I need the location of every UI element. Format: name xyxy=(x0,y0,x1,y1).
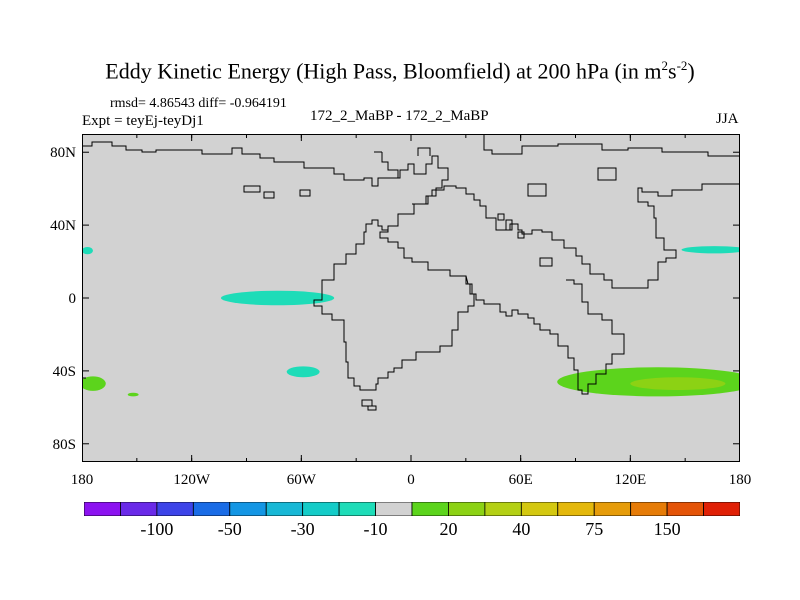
colorbar-boxes xyxy=(84,502,740,516)
x-axis-ticks xyxy=(82,134,740,462)
x-tick-labels: 180 120W 60W 0 60E 120E 180 xyxy=(71,472,752,488)
colorbar-box xyxy=(302,502,340,516)
colorbar-label: 20 xyxy=(439,519,457,539)
colorbar-box xyxy=(593,502,632,516)
y-tick-label: 80S xyxy=(53,437,76,453)
colorbar-box xyxy=(84,502,121,516)
x-tick-label: 180 xyxy=(71,472,94,488)
colorbar-box xyxy=(156,502,194,516)
anomaly-small-south-positive xyxy=(127,392,139,397)
anomaly-date-line-west-negative xyxy=(82,246,93,255)
colorbar-box xyxy=(411,502,449,516)
colorbar-box xyxy=(557,502,595,516)
anomaly-southern-ocean-positive-core xyxy=(630,377,726,391)
colorbar-box xyxy=(229,502,267,516)
colorbar xyxy=(84,502,740,516)
colorbar-box xyxy=(265,502,304,516)
anomaly-south-pacific-negative xyxy=(286,366,320,378)
colorbar-label: 75 xyxy=(585,519,603,539)
season-label: JJA xyxy=(716,111,739,127)
coastline-islands xyxy=(82,167,617,411)
x-tick-label: 180 xyxy=(729,472,752,488)
map-plot xyxy=(82,134,740,462)
stats-label: rmsd= 4.86543 diff= -0.964191 xyxy=(110,96,287,111)
colorbar-box xyxy=(703,502,740,516)
anomaly-layer xyxy=(82,246,740,397)
x-tick-label: 120W xyxy=(173,472,211,488)
coastlines xyxy=(82,134,740,411)
plot-background xyxy=(82,134,740,462)
colorbar-box xyxy=(630,502,668,516)
colorbar-box xyxy=(338,502,376,516)
colorbar-label: 40 xyxy=(512,519,530,539)
colorbar-box xyxy=(448,502,486,516)
x-tick-label: 60E xyxy=(509,472,533,488)
experiment-label: Expt = teyEj-teyDj1 xyxy=(82,113,204,129)
x-tick-label: 0 xyxy=(407,472,415,488)
y-tick-label: 40S xyxy=(53,364,76,380)
x-tick-label: 60W xyxy=(287,472,317,488)
colorbar-box xyxy=(666,502,704,516)
chart-title: Eddy Kinetic Energy (High Pass, Bloomfie… xyxy=(105,58,695,84)
colorbar-box xyxy=(484,502,522,516)
colorbar-box xyxy=(520,502,559,516)
colorbar-label: -100 xyxy=(140,519,173,539)
y-tick-label: 40N xyxy=(50,218,76,234)
colorbar-label: 150 xyxy=(654,519,681,539)
colorbar-label: -10 xyxy=(364,519,388,539)
coastline-greenland xyxy=(374,147,431,178)
colorbar-box xyxy=(120,502,158,516)
y-tick-labels: 80N 40N 0 40S 80S xyxy=(50,145,76,453)
colorbar-label: -30 xyxy=(291,519,315,539)
anomaly-south-date-line-positive xyxy=(82,376,106,391)
y-axis-ticks xyxy=(82,151,740,445)
coastline-north-america xyxy=(82,141,475,391)
y-tick-label: 0 xyxy=(69,291,77,307)
anomaly-north-pacific-negative xyxy=(681,246,740,254)
anomaly-east-pacific-negative xyxy=(220,290,335,306)
colorbar-box xyxy=(192,502,231,516)
x-tick-label: 120E xyxy=(614,472,646,488)
center-label: 172_2_MaBP - 172_2_MaBP xyxy=(310,108,489,124)
colorbar-labels: -100 -50 -30 -10 20 40 75 150 xyxy=(140,519,681,539)
colorbar-label: -50 xyxy=(218,519,242,539)
colorbar-box xyxy=(375,502,413,516)
y-tick-label: 80N xyxy=(50,145,76,161)
coastline-eurasia-africa xyxy=(412,134,740,395)
